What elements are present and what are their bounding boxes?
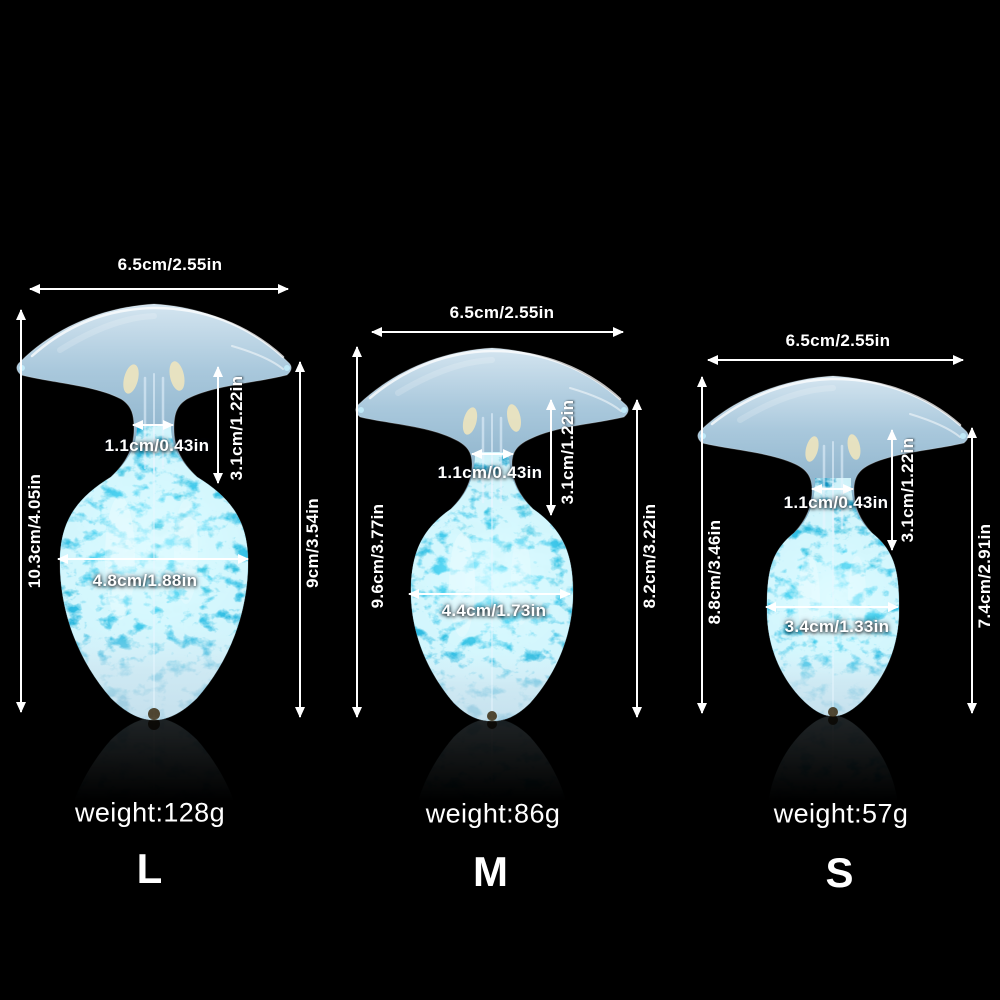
dim-arrow-insertable-length-m: [632, 399, 642, 718]
dim-label-head-width-l: 6.5cm/2.55in: [117, 255, 223, 274]
dim-arrow-head-width-m: [371, 327, 624, 337]
dim-label-total-length-l: 10.3cm/4.05in: [25, 473, 44, 589]
weight-label-s: weight:57g: [773, 798, 909, 829]
weight-label-m: weight:86g: [425, 798, 561, 829]
size-letter-s: S: [825, 849, 855, 896]
dim-arrow-insertable-length-s: [967, 427, 977, 714]
size-letter-m: M: [473, 848, 509, 895]
dim-arrow-head-width-l: [29, 284, 289, 294]
dim-arrow-neck-width-s: [811, 484, 854, 494]
dim-label-body-width-m: 4.4cm/1.73in: [441, 601, 547, 620]
dim-label-neck-length-s: 3.1cm/1.22in: [898, 437, 917, 543]
dim-arrow-body-width-s: [765, 602, 899, 612]
dim-arrow-neck-length-l: [213, 366, 223, 484]
dim-label-head-width-m: 6.5cm/2.55in: [449, 303, 555, 322]
dim-label-neck-length-l: 3.1cm/1.22in: [227, 375, 246, 481]
dim-label-neck-width-l: 1.1cm/0.43in: [104, 436, 210, 455]
dim-arrow-total-length-m: [352, 346, 362, 718]
dim-arrow-neck-width-l: [132, 420, 174, 430]
dim-label-insertable-length-l: 9cm/3.54in: [303, 498, 322, 588]
dim-arrow-neck-length-s: [887, 429, 897, 551]
dim-arrow-body-width-l: [57, 554, 249, 564]
product-illustration-s: [697, 375, 969, 717]
dim-label-neck-length-m: 3.1cm/1.22in: [558, 399, 577, 505]
dim-arrow-body-width-m: [408, 589, 571, 599]
dim-label-head-width-s: 6.5cm/2.55in: [785, 331, 891, 350]
dim-label-insertable-length-s: 7.4cm/2.91in: [975, 523, 994, 629]
dim-label-insertable-length-m: 8.2cm/3.22in: [640, 503, 659, 609]
dim-arrow-total-length-s: [697, 376, 707, 714]
dim-arrow-neck-length-m: [546, 399, 556, 516]
dim-label-neck-width-m: 1.1cm/0.43in: [437, 463, 543, 482]
dim-arrow-neck-width-m: [471, 449, 514, 459]
dim-arrow-insertable-length-l: [295, 361, 305, 718]
product-illustration-l: [16, 303, 292, 721]
dim-arrow-head-width-s: [707, 355, 964, 365]
dim-arrow-total-length-l: [16, 309, 26, 713]
dim-label-neck-width-s: 1.1cm/0.43in: [783, 493, 889, 512]
dim-label-total-length-m: 9.6cm/3.77in: [368, 503, 387, 609]
dim-label-total-length-s: 8.8cm/3.46in: [705, 519, 724, 625]
dim-label-body-width-l: 4.8cm/1.88in: [92, 571, 198, 590]
dim-label-body-width-s: 3.4cm/1.33in: [784, 617, 890, 636]
product-illustration-m: [355, 347, 629, 722]
weight-label-l: weight:128g: [74, 797, 226, 828]
size-letter-l: L: [136, 845, 164, 892]
